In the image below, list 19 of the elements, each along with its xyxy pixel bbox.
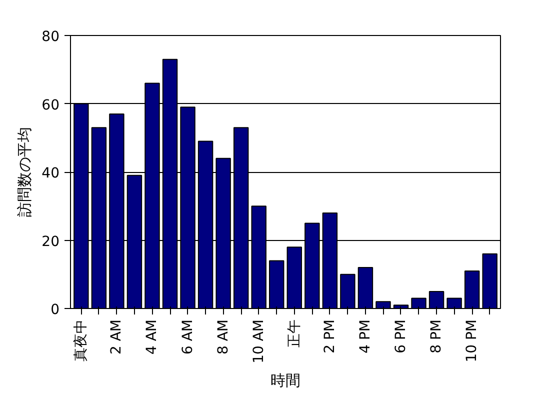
x-tick-label: 8 PM: [428, 319, 445, 354]
y-tick-label: 0: [50, 302, 60, 318]
y-tick-label: 40: [42, 166, 60, 182]
x-tick-label: 4 AM: [144, 320, 160, 355]
y-axis-title: 訪問数の平均: [16, 127, 34, 217]
y-tick-label: 20: [42, 234, 60, 250]
x-tick-label: 4 PM: [357, 319, 374, 354]
x-tick-label: 正午: [286, 320, 302, 348]
x-axis-title: 時間: [270, 371, 300, 390]
x-tick-label: 8 AM: [215, 320, 232, 355]
x-tick-label: 10 PM: [464, 319, 480, 362]
y-tick-label: 80: [42, 29, 60, 45]
x-tick-label: 6 AM: [180, 320, 196, 355]
y-tick-label: 60: [42, 97, 60, 114]
x-tick-label: 6 PM: [392, 319, 409, 354]
x-tick-label: 2 AM: [108, 320, 125, 355]
x-tick-label: 2 PM: [322, 319, 338, 354]
x-tick-label: 10 AM: [250, 320, 267, 364]
x-tick-label: 真夜中: [73, 320, 90, 362]
